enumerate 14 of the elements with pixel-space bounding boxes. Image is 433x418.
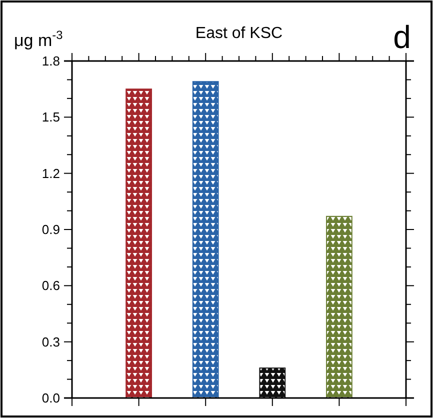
chart-title: East of KSC xyxy=(195,25,283,42)
bar xyxy=(259,368,286,398)
y-tick-label: 0.9 xyxy=(42,222,60,238)
y-tick-label: 1.2 xyxy=(42,166,60,181)
y-tick-label: 1.8 xyxy=(42,54,60,69)
y-tick-label: 1.5 xyxy=(42,110,60,125)
y-axis-title: μg m$^{-3}$ xyxy=(14,28,64,50)
bar xyxy=(192,81,219,398)
bar xyxy=(126,88,152,398)
y-tick-label: 0.6 xyxy=(42,278,60,294)
text: d xyxy=(393,19,411,55)
y-tick-label: 0.0 xyxy=(42,390,60,406)
y-tick-label: 0.3 xyxy=(42,334,60,350)
bar xyxy=(326,216,352,398)
